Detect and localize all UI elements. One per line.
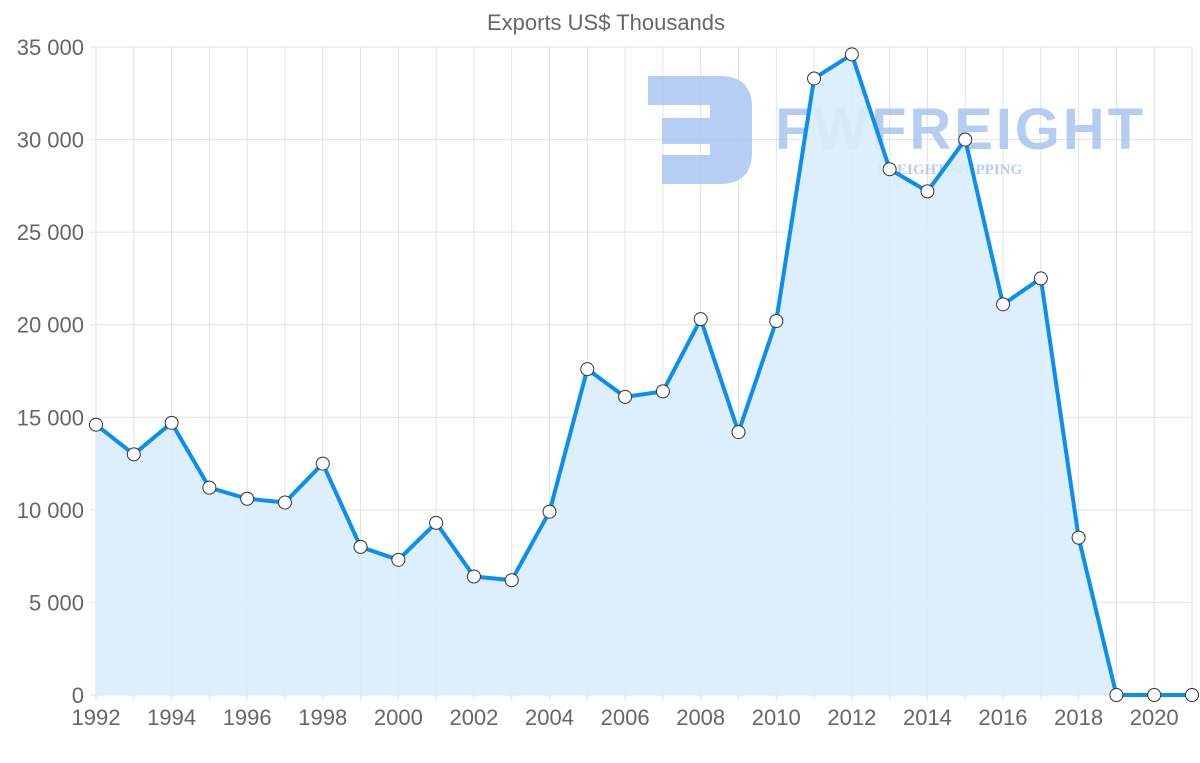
area-fill — [96, 54, 1192, 696]
x-tick-label: 2006 — [601, 705, 650, 730]
data-point-2019[interactable] — [1109, 688, 1124, 702]
x-tick-label: 1996 — [223, 705, 272, 730]
y-tick-label: 25 000 — [17, 220, 84, 245]
data-point-2015[interactable] — [958, 132, 973, 147]
x-tick-label: 2008 — [676, 705, 725, 730]
data-point-2020[interactable] — [1147, 688, 1162, 702]
x-tick-label: 1998 — [298, 705, 347, 730]
data-point-1997[interactable] — [277, 495, 292, 510]
y-tick-label: 15 000 — [17, 405, 84, 430]
data-point-1998[interactable] — [315, 456, 330, 471]
x-tick-label: 2020 — [1130, 705, 1179, 730]
chart-title: Exports US$ Thousands — [487, 10, 725, 35]
x-tick-label: 2012 — [827, 705, 876, 730]
data-point-2007[interactable] — [655, 384, 670, 399]
data-point-2003[interactable] — [504, 573, 519, 588]
data-point-2001[interactable] — [429, 515, 444, 530]
data-point-1993[interactable] — [126, 447, 141, 462]
y-tick-label: 35 000 — [17, 35, 84, 60]
y-tick-label: 0 — [72, 683, 84, 708]
x-tick-label: 2010 — [752, 705, 801, 730]
data-point-2016[interactable] — [996, 297, 1011, 312]
data-point-1994[interactable] — [164, 415, 179, 430]
x-tick-label: 2018 — [1054, 705, 1103, 730]
y-tick-label: 20 000 — [17, 313, 84, 338]
x-tick-label: 2000 — [374, 705, 423, 730]
data-point-2011[interactable] — [807, 71, 822, 86]
y-tick-label: 10 000 — [17, 498, 84, 523]
y-tick-label: 30 000 — [17, 128, 84, 153]
x-tick-label: 2002 — [449, 705, 498, 730]
data-point-2002[interactable] — [466, 569, 481, 584]
data-point-2014[interactable] — [920, 184, 935, 199]
data-point-2004[interactable] — [542, 504, 557, 519]
y-tick-label: 5 000 — [29, 590, 84, 615]
data-point-2018[interactable] — [1071, 530, 1086, 545]
data-point-1999[interactable] — [353, 539, 368, 554]
x-tick-label: 2016 — [979, 705, 1028, 730]
data-point-1992[interactable] — [89, 417, 103, 432]
data-point-2005[interactable] — [580, 362, 595, 377]
x-tick-label: 1994 — [147, 705, 196, 730]
x-tick-label: 1992 — [72, 705, 121, 730]
data-point-2013[interactable] — [882, 162, 897, 177]
x-tick-label: 2014 — [903, 705, 952, 730]
data-point-2000[interactable] — [391, 552, 406, 567]
y-axis-ticks: 0 5 000 10 000 15 000 20 000 25 000 30 000 35 0… — [17, 35, 84, 708]
data-point-2009[interactable] — [731, 425, 746, 440]
data-point-1996[interactable] — [240, 491, 255, 506]
data-points — [89, 47, 1199, 702]
data-point-2017[interactable] — [1033, 271, 1048, 286]
data-point-1995[interactable] — [202, 480, 217, 495]
data-point-2012[interactable] — [844, 47, 859, 62]
data-point-2010[interactable] — [769, 314, 784, 329]
data-point-2006[interactable] — [618, 389, 633, 404]
x-axis-ticks: 1992 1994 1996 1998 2000 2002 2004 2006 2008 2010… — [72, 705, 1179, 730]
data-point-2008[interactable] — [693, 312, 708, 327]
data-point-2021[interactable] — [1185, 688, 1199, 702]
x-tick-label: 2004 — [525, 705, 574, 730]
